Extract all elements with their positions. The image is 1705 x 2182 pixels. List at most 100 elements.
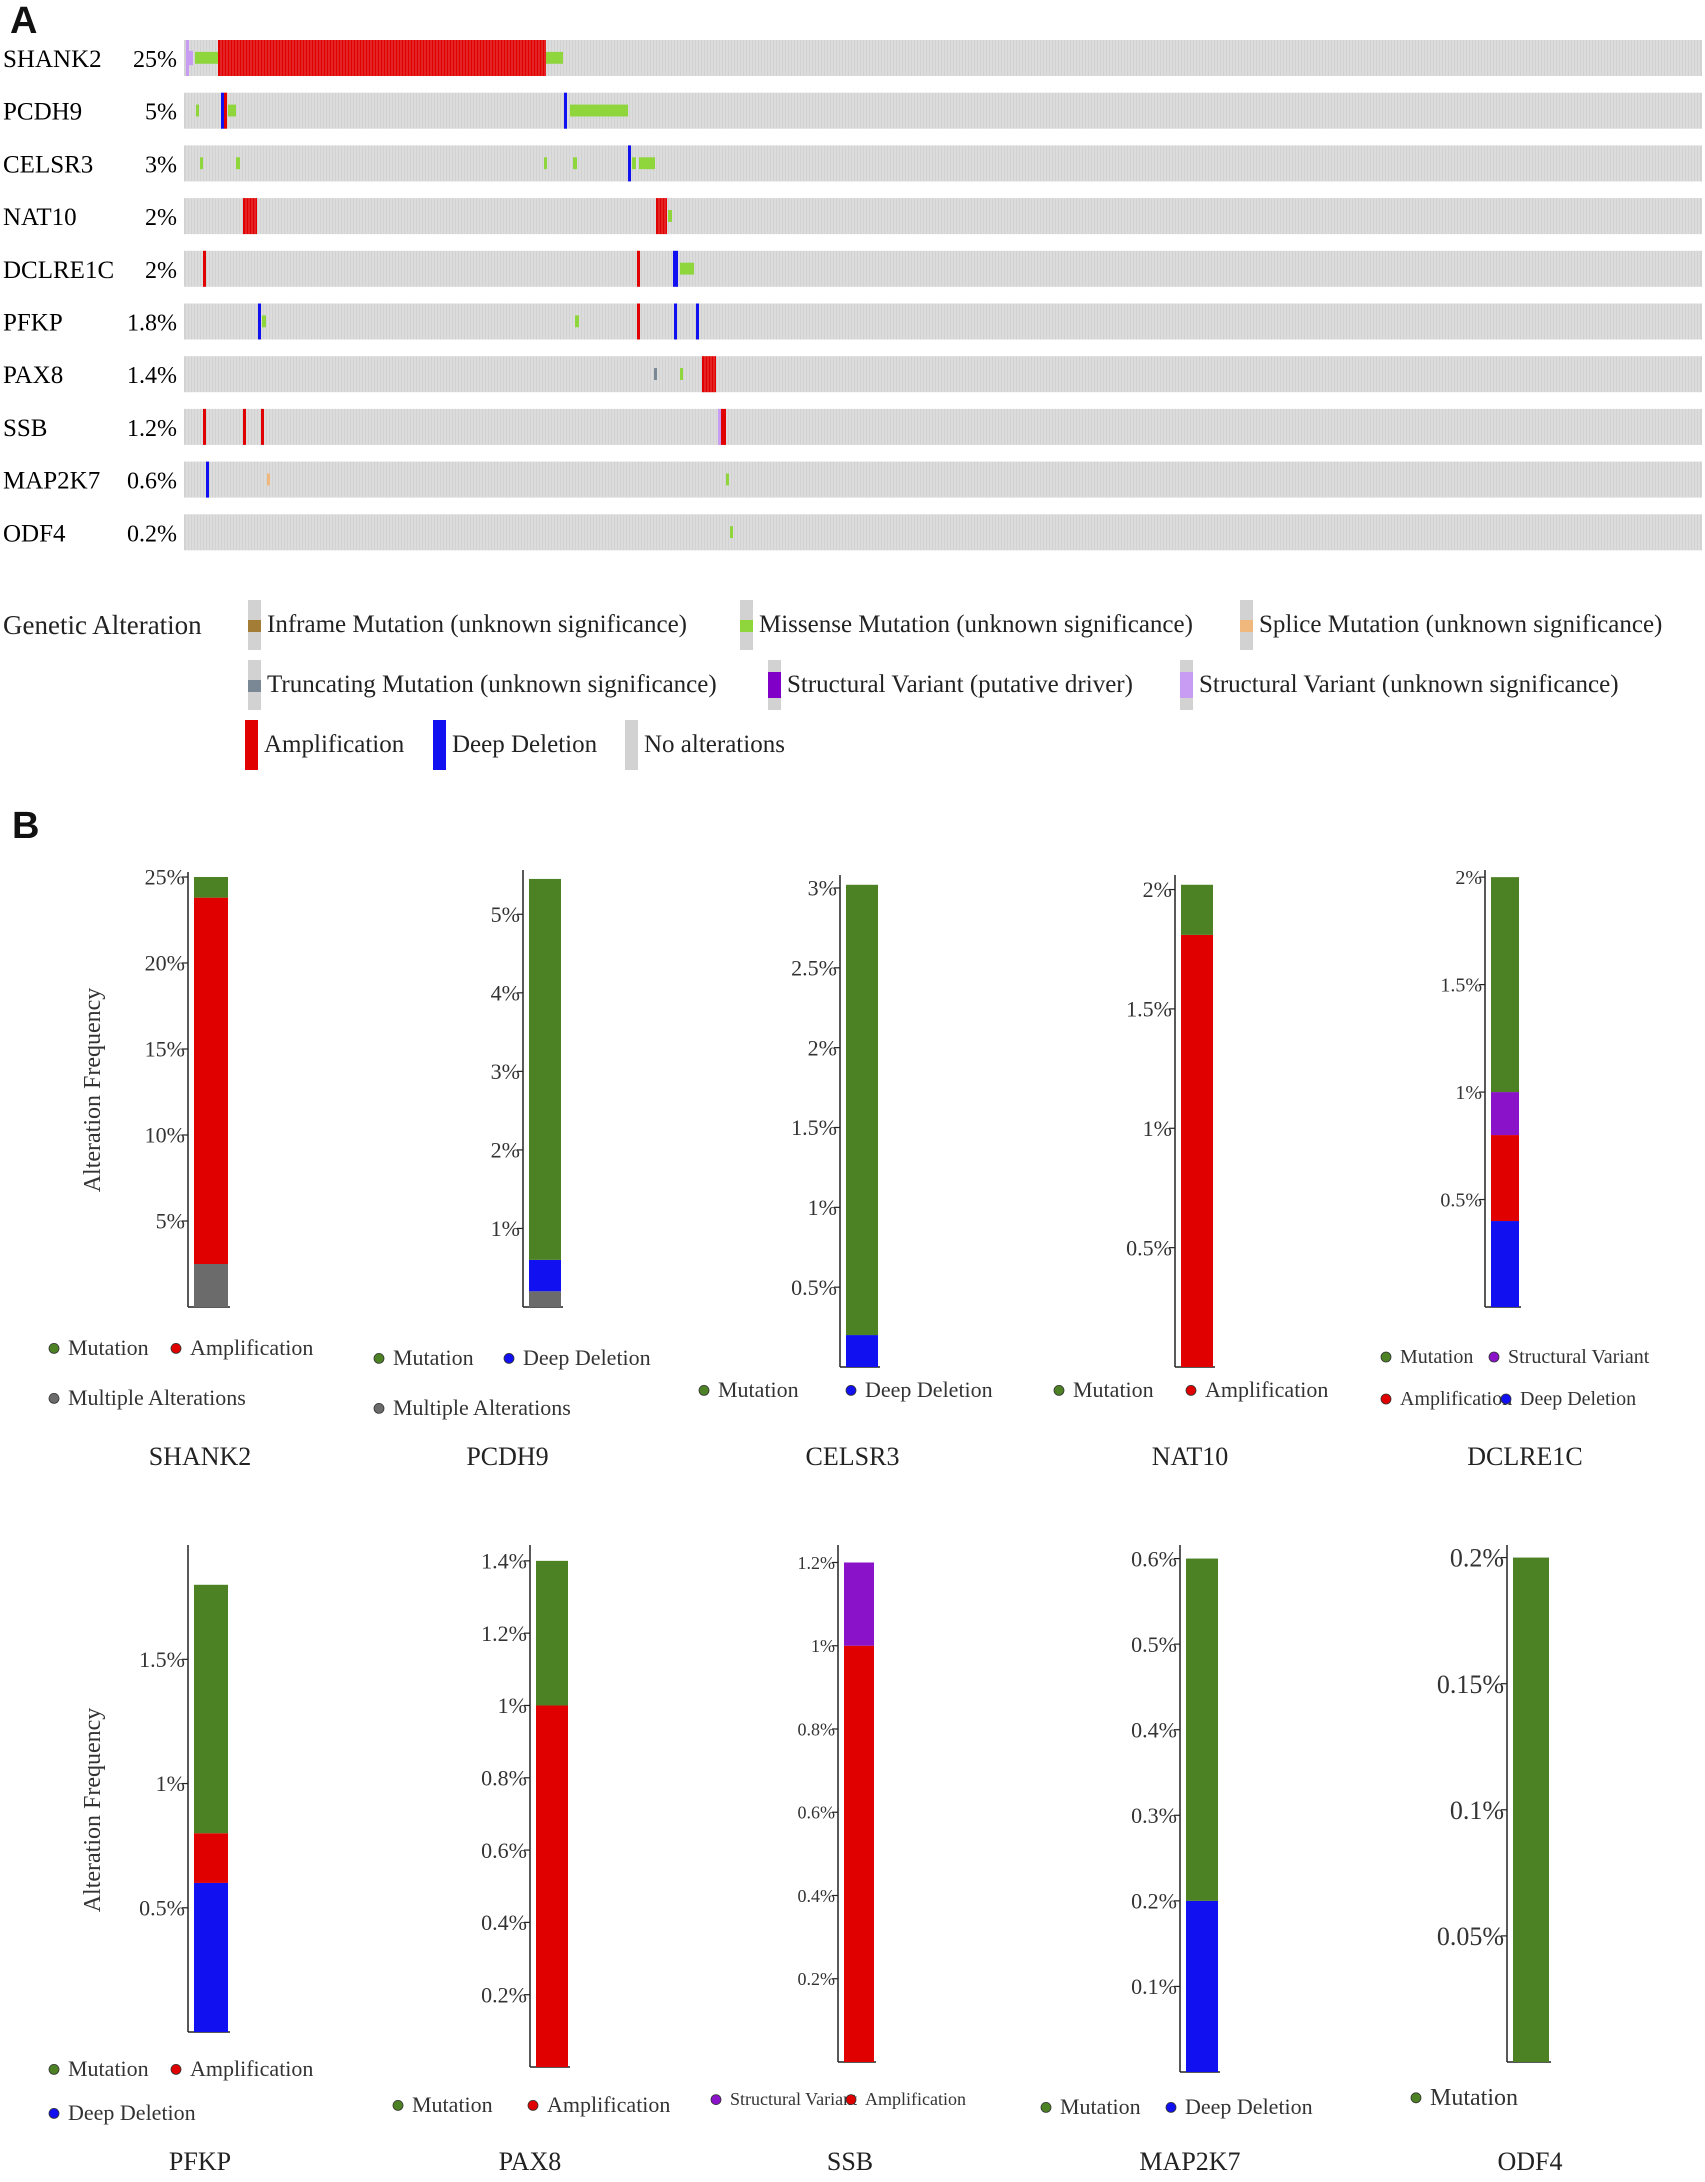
chart-title: CELSR3 [806, 1442, 900, 1471]
legend-label: Mutation [1073, 1377, 1154, 1402]
y-tick-label: 1% [1455, 1082, 1482, 1104]
legend-item-splice: Splice Mutation (unknown significance) [1240, 600, 1662, 650]
legend-label: Mutation [1430, 2085, 1518, 2111]
legend-label-inframe: Inframe Mutation (unknown significance) [267, 611, 688, 638]
bar-segment-mutation [1513, 1557, 1549, 2062]
y-tick-label: 0.3% [1131, 1803, 1177, 1828]
oncoprint-row-dclre1c [184, 250, 1702, 287]
alteration-mark [218, 40, 546, 76]
oncoprint-row-nat10 [184, 198, 1702, 235]
bar-segment-mutation [1186, 1558, 1218, 1901]
bar-segment-deep-deletion [1186, 1900, 1218, 2072]
y-tick-label: 1% [808, 1195, 837, 1220]
legend-swatch-inframe [248, 600, 261, 650]
alteration-mark [258, 303, 261, 340]
gene-label: DCLRE1C [3, 257, 114, 284]
legend-label: Mutation [412, 2092, 493, 2117]
alteration-mark [680, 368, 683, 380]
legend-label-deep-deletion: Deep Deletion [452, 731, 598, 758]
y-tick-label: 0.1% [1131, 1974, 1177, 1999]
y-axis-title: Alteration Frequency [80, 1708, 106, 1913]
oncoprint-row-map2k7 [184, 461, 1702, 498]
bar-chart-odf4: 0.05% 0.1% 0.15% 0.2% Mutation ODF4 [1410, 1544, 1563, 2176]
y-tick-label: 1.5% [791, 1115, 837, 1140]
y-tick-label: 2.5% [791, 956, 837, 981]
bar-segment-amplification [536, 1705, 568, 2067]
oncoprint-row-pcdh9 [184, 92, 1702, 129]
legend-label-missense: Missense Mutation (unknown significance) [759, 611, 1193, 638]
legend-dot [373, 1352, 385, 1364]
alteration-mark [228, 104, 236, 117]
y-tick-label: 0.5% [791, 1275, 837, 1300]
gene-alteration-pct: 2% [145, 205, 177, 231]
bar-chart-pax8: 0.2% 0.4% 0.6% 0.8% 1% 1.2% 1.4% Mutation Amplif… [392, 1545, 670, 2176]
alteration-mark [721, 408, 726, 445]
y-tick-label: 0.15% [1437, 1670, 1504, 1699]
legend-label: Mutation [68, 1335, 149, 1360]
legend-label: Amplification [865, 2089, 966, 2109]
gene-label: MAP2K7 [3, 468, 100, 495]
alteration-mark [656, 198, 667, 235]
oncoprint-sample-separators [186, 198, 1700, 235]
legend-item-amplification: Amplification [245, 720, 404, 770]
legend-label-amplification: Amplification [264, 731, 405, 758]
bar-segment-structural-variant [844, 1562, 874, 1646]
oncoprint-row-pfkp [184, 303, 1702, 340]
y-tick-label: 15% [145, 1037, 185, 1062]
alteration-mark [236, 157, 240, 170]
legend-dot [1380, 1393, 1392, 1405]
alteration-mark [200, 157, 203, 170]
alteration-mark [673, 250, 678, 287]
oncoprint-row-ssb [184, 408, 1702, 445]
alteration-mark [196, 104, 199, 117]
legend-dot [845, 2094, 857, 2105]
y-tick-label: 0.2% [481, 1982, 527, 2007]
gene-label: CELSR3 [3, 151, 93, 178]
alteration-mark [637, 250, 640, 287]
alteration-mark [654, 368, 657, 380]
alteration-mark [730, 526, 733, 539]
alteration-mark [639, 157, 655, 170]
legend-label-no-alteration: No alterations [644, 731, 785, 758]
bar-segment-amplification [844, 1645, 874, 2062]
legend-dot [1053, 1385, 1065, 1396]
oncoprint-sample-separators [186, 408, 1700, 445]
alteration-mark [243, 408, 246, 445]
bar-segment-deep-deletion [846, 1335, 878, 1367]
bar-segment-amplification [194, 897, 228, 1264]
chart-title: DCLRE1C [1467, 1442, 1583, 1471]
alteration-mark [696, 303, 699, 340]
alteration-mark [680, 262, 694, 275]
oncoprint-row-pax8 [184, 356, 1702, 393]
legend-item-sv-driver: Structural Variant (putative driver) [768, 660, 1133, 710]
oncoprint-sample-separators [186, 145, 1700, 182]
y-tick-label: 0.5% [1131, 1632, 1177, 1657]
legend-swatch-missense [740, 600, 753, 650]
y-tick-label: 0.6% [798, 1803, 836, 1823]
legend-dot [710, 2094, 722, 2105]
alteration-mark [195, 51, 223, 64]
bar-segment-amplification [1181, 934, 1213, 1367]
y-tick-label: 3% [491, 1059, 520, 1084]
gene-alteration-pct: 5% [145, 100, 177, 126]
y-tick-label: 0.2% [1131, 1889, 1177, 1914]
bar-chart-shank2: 5% 10% 15% 20% 25% Alteration Frequency Mutati… [48, 865, 313, 1471]
chart-title: PCDH9 [466, 1442, 548, 1471]
bar-chart-pfkp: 0.5% 1% 1.5% Alteration Frequency Mutation Am… [48, 1545, 313, 2176]
chart-title: MAP2K7 [1139, 2147, 1240, 2176]
alteration-mark [570, 104, 628, 117]
legend-item-truncating: Truncating Mutation (unknown significanc… [248, 660, 717, 710]
chart-title: NAT10 [1152, 1442, 1229, 1471]
legend-label: Mutation [1060, 2094, 1141, 2119]
gene-label: SHANK2 [3, 46, 102, 73]
bar-segment-amplification [194, 1833, 228, 1883]
gene-label: PFKP [3, 310, 63, 337]
y-tick-label: 20% [145, 951, 185, 976]
y-tick-label: 0.5% [1126, 1235, 1172, 1260]
y-tick-label: 0.6% [1131, 1546, 1177, 1571]
chart-title: SHANK2 [149, 1442, 252, 1471]
legend-dot [170, 1342, 182, 1354]
gene-alteration-pct: 3% [145, 152, 177, 178]
alteration-mark [221, 92, 224, 129]
y-tick-label: 0.2% [1450, 1544, 1504, 1573]
